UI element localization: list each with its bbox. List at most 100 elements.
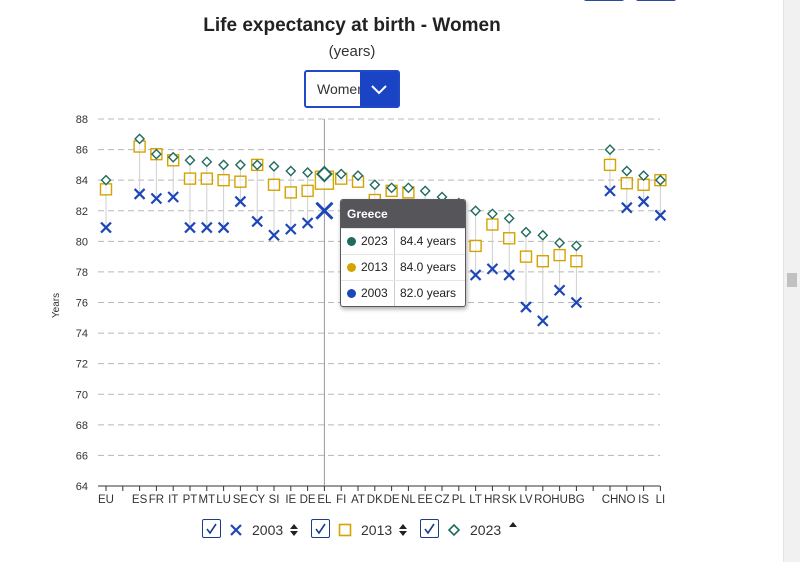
point-2023 (369, 179, 381, 191)
point-2023 (234, 159, 246, 171)
y-tick-label: 72 (76, 359, 88, 371)
tooltip-row: 2003 82.0 years (341, 280, 465, 306)
tooltip-year: 2013 (361, 260, 388, 274)
point-2023 (134, 133, 146, 145)
point-2013 (503, 232, 516, 245)
x-tick-label: IT (168, 494, 178, 506)
point-2003 (520, 301, 532, 313)
point-2003 (133, 188, 146, 200)
chart-subtitle: (years) (328, 43, 376, 60)
point-2003 (486, 263, 499, 275)
point-2003 (268, 229, 280, 241)
x-tick-label: BG (568, 494, 585, 506)
scrollbar-thumb[interactable] (787, 273, 797, 287)
point-2023 (486, 208, 498, 220)
diamond-marker-icon (447, 523, 461, 537)
legend-checkbox-2013[interactable] (311, 519, 330, 538)
sort-icon[interactable] (398, 523, 408, 537)
point-2023 (218, 159, 230, 171)
point-2013 (284, 186, 297, 199)
y-tick-label: 66 (76, 450, 88, 462)
legend-checkbox-2003[interactable] (202, 519, 221, 538)
y-tick-label: 80 (76, 236, 88, 248)
y-tick-label: 86 (76, 145, 88, 157)
point-2003 (184, 221, 196, 234)
point-2013 (553, 248, 566, 262)
y-tick-label: 68 (76, 420, 88, 432)
point-2023 (554, 237, 566, 249)
x-tick-label: PL (452, 494, 467, 506)
point-2003 (654, 209, 667, 222)
y-tick-label: 64 (76, 481, 88, 493)
point-2013 (217, 173, 230, 187)
point-2023 (184, 154, 196, 166)
x-marker-icon (230, 524, 242, 536)
point-2023 (268, 160, 280, 172)
x-tick-label: DK (367, 494, 383, 506)
legend-checkbox-2023[interactable] (420, 519, 439, 538)
tooltip-year: 2003 (361, 286, 388, 300)
chart-title: Life expectancy at birth - Women (203, 15, 501, 36)
x-tick-label: PT (183, 494, 198, 506)
legend-label: 2013 (361, 522, 393, 538)
point-2013 (486, 218, 499, 231)
point-2013 (183, 172, 197, 185)
y-axis-label: Years (51, 292, 63, 319)
y-tick-label: 84 (76, 175, 88, 187)
square-marker-icon (338, 523, 352, 537)
point-2023 (352, 170, 364, 182)
point-2013 (200, 172, 214, 185)
x-tick-label: DE (300, 494, 316, 506)
point-2013 (536, 255, 549, 268)
x-tick-label: HU (551, 494, 568, 506)
point-2023 (201, 156, 213, 168)
point-2013 (267, 178, 281, 191)
dropdown-value: Women (317, 81, 365, 97)
scrollbar[interactable] (783, 0, 800, 562)
y-tick-label: 74 (76, 328, 88, 340)
x-tick-label: LU (216, 494, 231, 506)
sort-icon[interactable] (289, 523, 299, 537)
point-2023 (150, 148, 162, 160)
y-tick-label: 82 (76, 206, 88, 218)
x-tick-label: LI (656, 494, 666, 506)
point-2003 (301, 217, 314, 229)
point-2003 (604, 185, 616, 197)
point-2023 (570, 240, 582, 252)
sort-asc-icon[interactable] (508, 521, 518, 529)
point-2003 (285, 223, 297, 235)
point-2003 (201, 221, 213, 234)
x-tick-label: SI (269, 494, 280, 506)
x-tick-label: LT (469, 494, 482, 506)
x-tick-label: RO (534, 494, 551, 506)
y-tick-label: 88 (76, 114, 88, 126)
tooltip-value: 82.0 years (400, 286, 457, 300)
x-tick-label: EU (98, 494, 114, 506)
point-2003 (621, 201, 633, 214)
point-2013 (469, 239, 482, 253)
point-2003 (637, 195, 650, 208)
tooltip-value: 84.0 years (400, 260, 457, 274)
tooltip-year: 2023 (361, 234, 388, 248)
point-2023 (100, 174, 112, 186)
point-2003 (570, 296, 583, 309)
tooltip-value: 84.4 years (400, 234, 457, 248)
point-2023 (470, 205, 482, 217)
point-2023 (335, 168, 347, 180)
y-tick-label: 70 (76, 389, 88, 401)
point-2023 (251, 159, 263, 171)
x-tick-label: CZ (434, 494, 449, 506)
point-2023 (315, 165, 333, 183)
point-2003 (251, 215, 263, 228)
point-2023 (419, 185, 431, 197)
point-2003 (234, 195, 247, 208)
point-2003 (553, 284, 566, 297)
point-2023 (654, 174, 666, 186)
chevron-down-icon[interactable] (360, 72, 398, 106)
series-dot-icon (347, 263, 356, 272)
x-tick-label: IS (638, 494, 649, 506)
sex-dropdown[interactable]: Women (304, 70, 400, 108)
x-tick-label: CH (602, 494, 619, 506)
point-2023 (285, 165, 297, 177)
legend: 2003 2013 2023 (0, 519, 783, 543)
